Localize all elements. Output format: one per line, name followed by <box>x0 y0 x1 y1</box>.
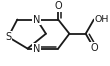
Text: O: O <box>54 1 62 11</box>
Text: S: S <box>5 32 11 42</box>
Text: N: N <box>33 44 40 54</box>
Text: O: O <box>90 43 98 53</box>
Text: OH: OH <box>94 15 109 24</box>
Text: N: N <box>33 15 40 24</box>
